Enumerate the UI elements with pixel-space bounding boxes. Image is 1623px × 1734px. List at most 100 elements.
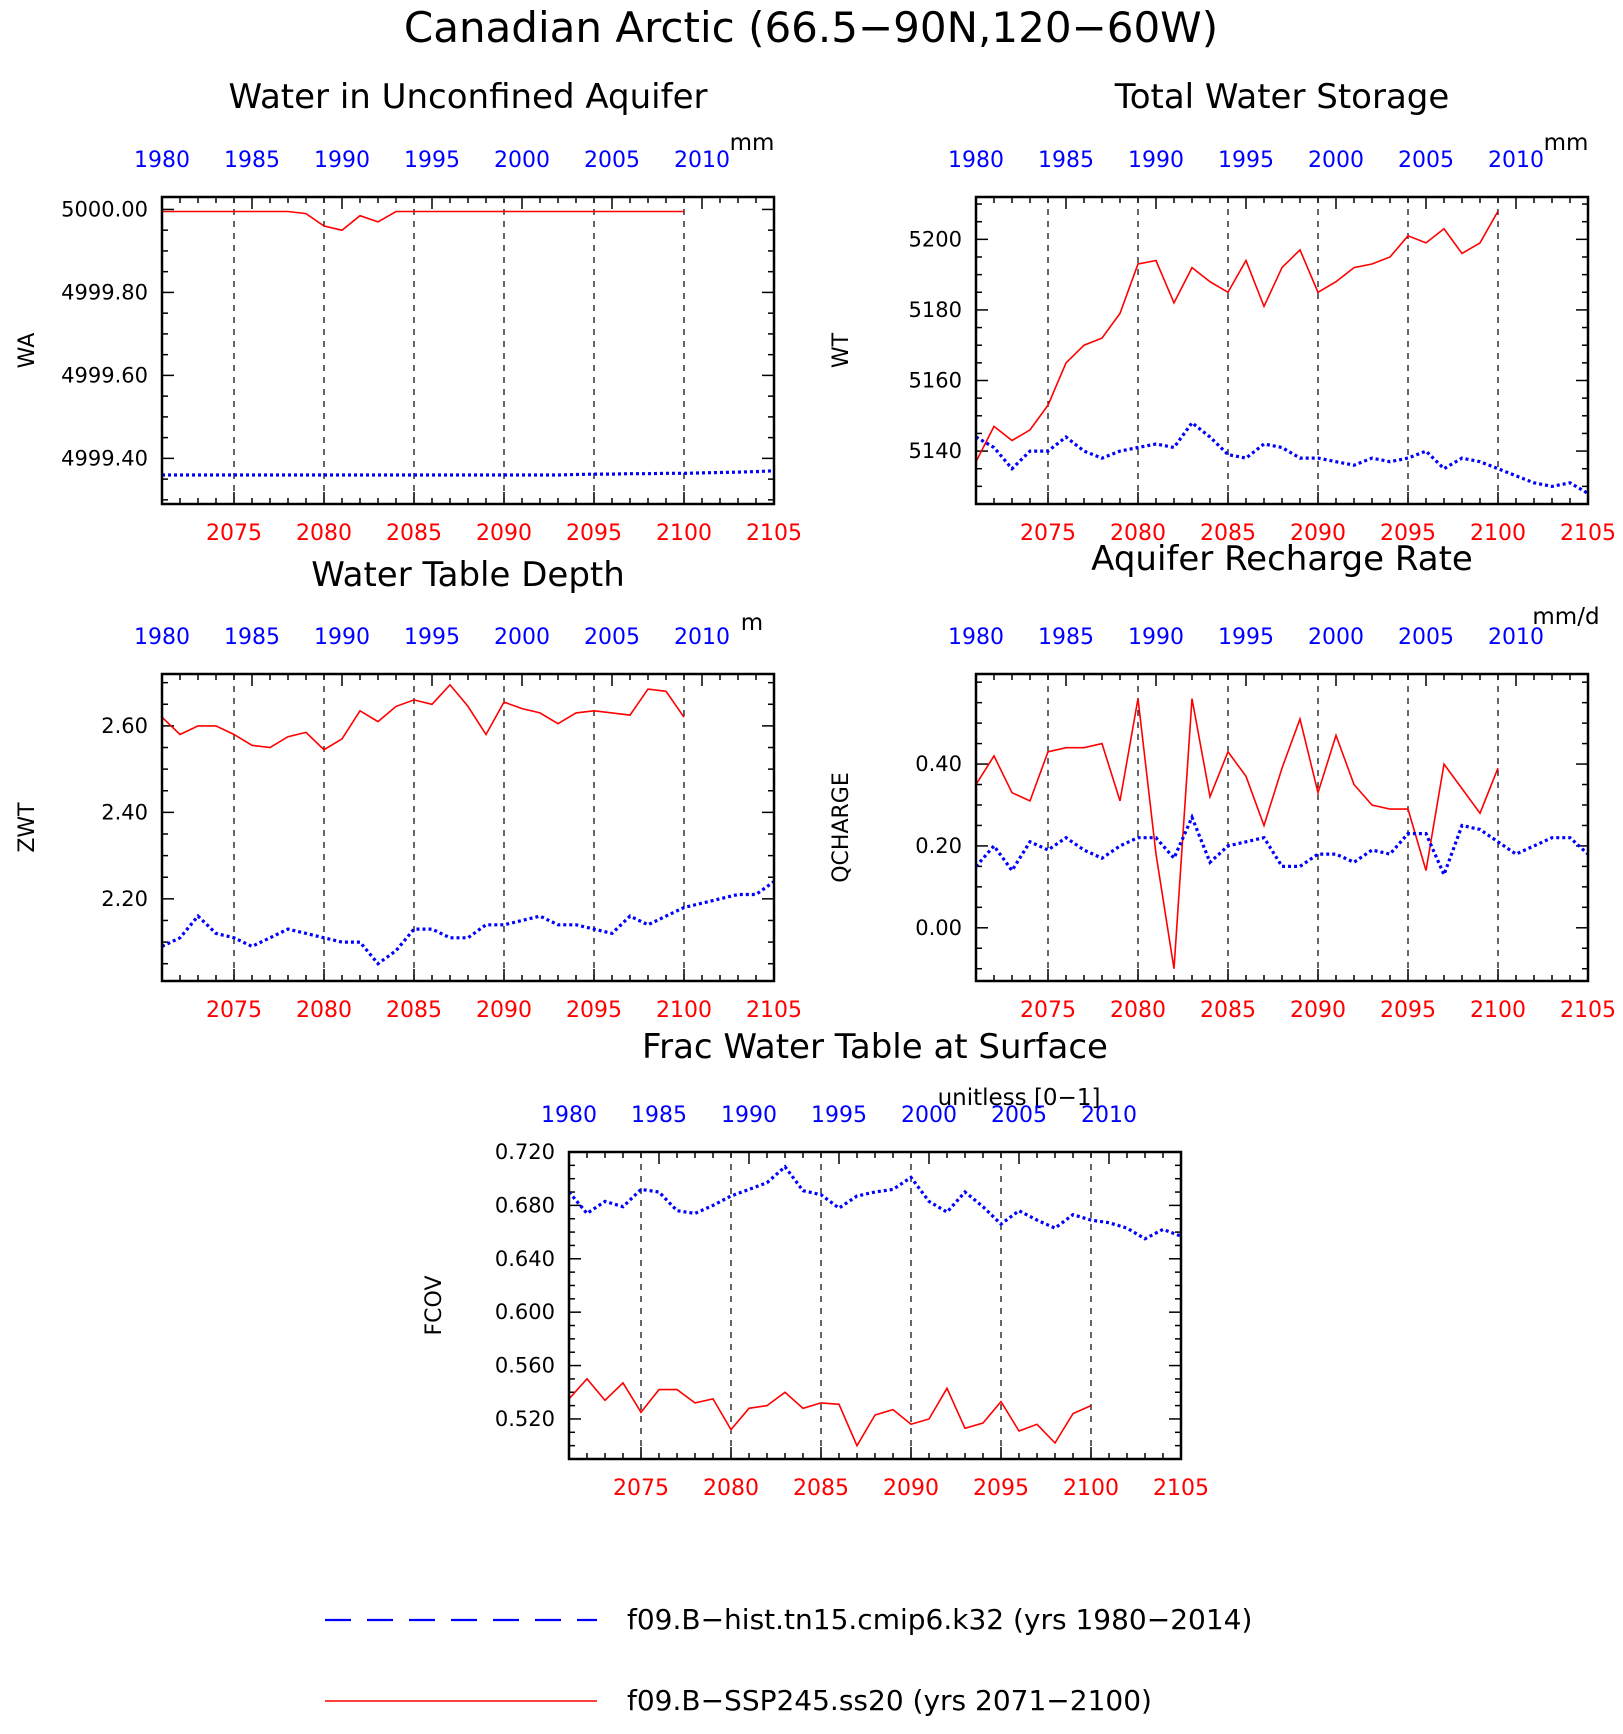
top-x-tick-label: 2000 <box>494 148 550 173</box>
units-label: unitless [0−1] <box>938 1085 1101 1111</box>
y-axis-label: QCHARGE <box>829 772 854 883</box>
y-tick-label: 5140 <box>909 439 962 463</box>
top-x-tick-label: 1990 <box>314 148 370 173</box>
units-label: m <box>741 610 763 636</box>
bottom-x-tick-label: 2105 <box>1560 998 1616 1023</box>
series-line-ssp <box>161 683 685 751</box>
bottom-x-tick-label: 2095 <box>566 521 622 546</box>
panel-title: Aquifer Recharge Rate <box>1091 539 1473 579</box>
bottom-x-tick-label: 2075 <box>1020 521 1076 546</box>
top-x-tick-label: 1980 <box>134 625 190 650</box>
bottom-x-tick-label: 2080 <box>296 998 352 1023</box>
top-x-tick-label: 2005 <box>1398 625 1454 650</box>
bottom-x-tick-label: 2085 <box>1200 521 1256 546</box>
top-x-tick-label: 1995 <box>1218 625 1274 650</box>
panel-1: Water in Unconfined Aquifer WA mm 4999.40 49… <box>15 77 802 546</box>
units-label: mm <box>1544 130 1589 156</box>
top-x-tick-label: 1985 <box>631 1103 687 1128</box>
bottom-x-tick-label: 2100 <box>656 521 712 546</box>
top-x-tick-label: 1985 <box>1038 148 1094 173</box>
bottom-x-tick-label: 2090 <box>883 1476 939 1501</box>
top-x-tick-label: 1985 <box>224 148 280 173</box>
y-tick-label: 0.600 <box>495 1300 555 1324</box>
bottom-x-tick-label: 2090 <box>476 521 532 546</box>
y-tick-label: 0.00 <box>915 916 962 940</box>
series-line-ssp <box>568 1377 1092 1448</box>
y-axis-label: WA <box>15 333 40 369</box>
series-line-ssp <box>975 698 1499 969</box>
plot-frame <box>974 195 1590 506</box>
panel-title: Total Water Storage <box>1114 77 1450 117</box>
bottom-x-tick-label: 2085 <box>386 998 442 1023</box>
top-x-tick-label: 2000 <box>901 1103 957 1128</box>
y-tick-label: 5000.00 <box>61 197 148 221</box>
bottom-x-tick-label: 2080 <box>703 1476 759 1501</box>
top-x-tick-label: 2010 <box>674 148 730 173</box>
top-x-tick-label: 2000 <box>1308 625 1364 650</box>
series-line-hist <box>161 880 775 966</box>
top-x-tick-label: 2010 <box>1488 148 1544 173</box>
panel-4: Aquifer Recharge Rate QCHARGE mm/d 0.00 0.20… <box>829 539 1616 1023</box>
panel-3: Water Table Depth ZWT m 2.20 2.40 2.60 2075 208… <box>15 555 802 1023</box>
top-x-tick-label: 1995 <box>811 1103 867 1128</box>
top-x-tick-label: 1980 <box>134 148 190 173</box>
panel-title: Frac Water Table at Surface <box>642 1027 1108 1067</box>
bottom-x-tick-label: 2085 <box>1200 998 1256 1023</box>
series-line-ssp <box>162 210 684 232</box>
legend-label: f09.B−hist.tn15.cmip6.k32 (yrs 1980−2014… <box>627 1603 1252 1636</box>
y-tick-label: 5180 <box>909 298 962 322</box>
bottom-x-tick-label: 2085 <box>793 1476 849 1501</box>
top-x-tick-label: 2005 <box>991 1103 1047 1128</box>
y-tick-label: 4999.40 <box>61 446 148 470</box>
units-label: mm <box>730 130 775 156</box>
y-axis-label: FCOV <box>422 1276 447 1336</box>
bottom-x-tick-label: 2090 <box>476 998 532 1023</box>
plot-frame <box>567 1150 1183 1461</box>
top-x-tick-label: 2010 <box>1081 1103 1137 1128</box>
y-tick-label: 0.40 <box>915 752 962 776</box>
top-x-tick-label: 1990 <box>721 1103 777 1128</box>
y-axis-label: WT <box>829 332 854 368</box>
bottom-x-tick-label: 2080 <box>296 521 352 546</box>
top-x-tick-label: 2005 <box>1398 148 1454 173</box>
bottom-x-tick-label: 2080 <box>1110 521 1166 546</box>
figure-title: Canadian Arctic (66.5−90N,120−60W) <box>404 3 1218 52</box>
bottom-x-tick-label: 2090 <box>1290 998 1346 1023</box>
bottom-x-tick-label: 2095 <box>1380 521 1436 546</box>
top-x-tick-label: 1990 <box>1128 625 1184 650</box>
panel-2: Total Water Storage WT mm 5140 5160 5180 5200 2… <box>829 77 1616 546</box>
series-line-hist <box>975 420 1589 495</box>
bottom-x-tick-label: 2085 <box>386 521 442 546</box>
y-tick-label: 5200 <box>909 227 962 251</box>
panel-title: Water Table Depth <box>311 555 625 595</box>
top-x-tick-label: 1980 <box>948 625 1004 650</box>
legend: f09.B−hist.tn15.cmip6.k32 (yrs 1980−2014… <box>325 1603 1252 1717</box>
top-x-tick-label: 2005 <box>584 148 640 173</box>
y-tick-label: 0.560 <box>495 1354 555 1378</box>
y-tick-label: 4999.80 <box>61 280 148 304</box>
bottom-x-tick-label: 2105 <box>746 998 802 1023</box>
bottom-x-tick-label: 2095 <box>1380 998 1436 1023</box>
bottom-x-tick-label: 2100 <box>1470 521 1526 546</box>
plot-frame <box>160 195 776 506</box>
y-tick-label: 0.720 <box>495 1140 555 1164</box>
panel-5: Frac Water Table at Surface FCOV unitless … <box>422 1027 1209 1501</box>
bottom-x-tick-label: 2100 <box>1063 1476 1119 1501</box>
units-label: mm/d <box>1532 604 1599 630</box>
bottom-x-tick-label: 2095 <box>566 998 622 1023</box>
bottom-x-tick-label: 2090 <box>1290 521 1346 546</box>
series-line-hist <box>974 813 1590 879</box>
series-line-hist <box>567 1164 1182 1241</box>
top-x-tick-label: 1990 <box>1128 148 1184 173</box>
bottom-x-tick-label: 2075 <box>206 521 262 546</box>
top-x-tick-label: 1995 <box>404 625 460 650</box>
top-x-tick-label: 1995 <box>404 148 460 173</box>
y-tick-label: 0.680 <box>495 1193 555 1217</box>
top-x-tick-label: 1980 <box>948 148 1004 173</box>
series-line-ssp <box>975 210 1499 463</box>
top-x-tick-label: 1985 <box>1038 625 1094 650</box>
plot-frame <box>974 672 1590 983</box>
y-tick-label: 2.40 <box>101 800 148 824</box>
bottom-x-tick-label: 2080 <box>1110 998 1166 1023</box>
